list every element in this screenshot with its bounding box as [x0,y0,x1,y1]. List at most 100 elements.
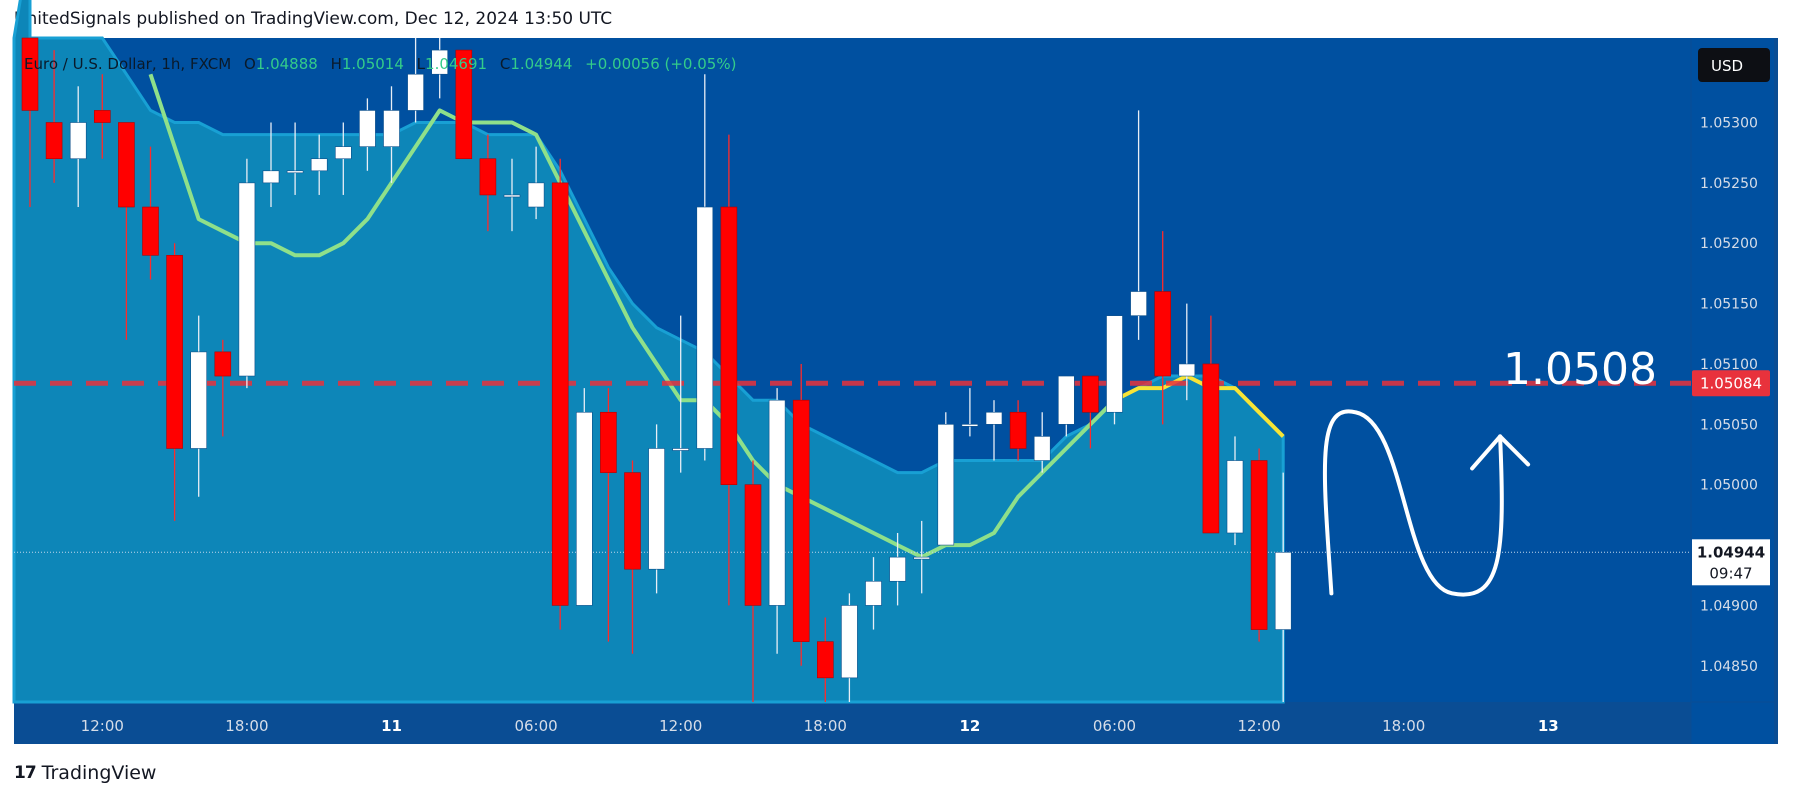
low-label: L [417,55,426,73]
footer-brand[interactable]: 17 TradingView [14,762,156,784]
symbol-title: Euro / U.S. Dollar, 1h, FXCM [24,55,231,73]
candle-down [214,351,232,377]
target-annotation: 1.0508 [1503,344,1657,395]
candle-up [238,182,256,377]
moving-average-line-recent [1113,374,1285,438]
candle-up [1274,551,1292,630]
price-tick-label: 1.05150 [1700,297,1758,313]
publisher-header: UnitedSignals published on TradingView.c… [14,9,613,29]
currency-button[interactable]: USD [1698,48,1770,82]
time-scale: 12:00 18:00 11 06:00 12:00 18:00 12 06:00 12:00 1… [81,717,1559,735]
open-label: O [244,55,256,73]
candle-up [431,49,449,75]
candle-up [768,399,786,606]
time-tick-label: 12:00 [1237,717,1280,735]
price-tick-label: 1.05100 [1700,357,1758,373]
candles-group [21,37,1292,702]
time-tick-label: 06:00 [1093,717,1136,735]
candle-up [937,424,955,546]
candle-up [407,73,424,111]
candle-down [45,122,63,160]
candle-up [1033,436,1051,461]
change-value: +0.00056 (+0.05%) [585,55,736,73]
arrow-up-icon [1470,434,1531,471]
candle-up [310,158,328,172]
candle-up [841,605,858,679]
time-axis[interactable] [14,702,1691,744]
svg-text:1.04944: 1.04944 [1697,543,1765,561]
candle-up [696,206,714,449]
candle-down [744,484,762,606]
time-tick-label: 18:00 [1382,717,1425,735]
right-edge-strip [1774,38,1778,744]
time-tick-label: 11 [381,717,402,735]
price-tick-label: 1.05300 [1700,116,1758,132]
candle-up [1058,375,1075,425]
candle-up [1130,291,1147,316]
candle-down [624,472,641,570]
candle-down [142,206,159,256]
candle-down [166,255,183,449]
candle-up [889,556,906,582]
time-tick-label: 06:00 [514,717,557,735]
open-value: 1.04888 [256,55,318,73]
candle-up [503,194,521,198]
candle-down [720,206,738,485]
candle-up [865,580,882,606]
time-tick-label: 12:00 [81,717,124,735]
symbol-legend[interactable]: Euro / U.S. Dollar, 1h, FXCM O1.04888 H 1… [24,55,736,73]
candle-up [334,146,352,160]
time-tick-label: 18:00 [804,717,847,735]
candle-down [600,411,617,473]
currency-label: USD [1711,57,1743,75]
candle-up [262,170,280,184]
candle-down [551,182,569,606]
price-tick-label: 1.05050 [1700,417,1758,433]
candle-down [1250,460,1268,630]
current-price-label: 1.04944 09:47 [1692,539,1770,586]
candle-down [94,110,111,123]
close-label: C [500,55,510,73]
candle-down [1009,411,1027,449]
candle-up [383,110,400,147]
bar-countdown: 09:47 [1709,564,1752,582]
candle-up [1106,315,1123,413]
candle-up [575,411,593,606]
candle-down [1202,363,1220,534]
candle-up [286,170,304,174]
time-tick-label: 13 [1538,717,1559,735]
candle-down [792,399,810,642]
close-value: 1.04944 [510,55,572,73]
candle-up [190,351,207,449]
candle-up [69,122,87,160]
footer-brand-label: TradingView [41,762,157,784]
price-tick-label: 1.04850 [1700,659,1758,675]
candle-up [527,182,545,208]
candle-up [985,411,1003,425]
candle-up [961,424,979,427]
candle-down [455,49,473,160]
high-label: H [331,55,342,73]
candle-up [1226,460,1244,534]
candle-down [1082,375,1099,413]
candle-down [21,37,39,111]
candle-down [1154,291,1171,377]
price-tick-label: 1.05000 [1700,478,1758,494]
candle-down [479,158,497,196]
candle-down [816,641,834,679]
candle-up [672,448,690,451]
price-tick-label: 1.05250 [1700,176,1758,192]
svg-text:1.05084: 1.05084 [1700,374,1762,392]
tradingview-logo-icon: 17 [14,763,37,783]
candle-up [913,556,931,560]
time-tick-label: 12:00 [659,717,702,735]
resistance-price-label: 1.05084 [1692,370,1770,397]
candle-up [1178,363,1196,377]
time-tick-label: 18:00 [225,717,268,735]
candle-up [359,110,376,147]
price-tick-label: 1.05200 [1700,236,1758,252]
candle-down [118,122,135,208]
projected-path-drawing[interactable] [1322,409,1504,597]
low-value: 1.04691 [425,55,487,73]
